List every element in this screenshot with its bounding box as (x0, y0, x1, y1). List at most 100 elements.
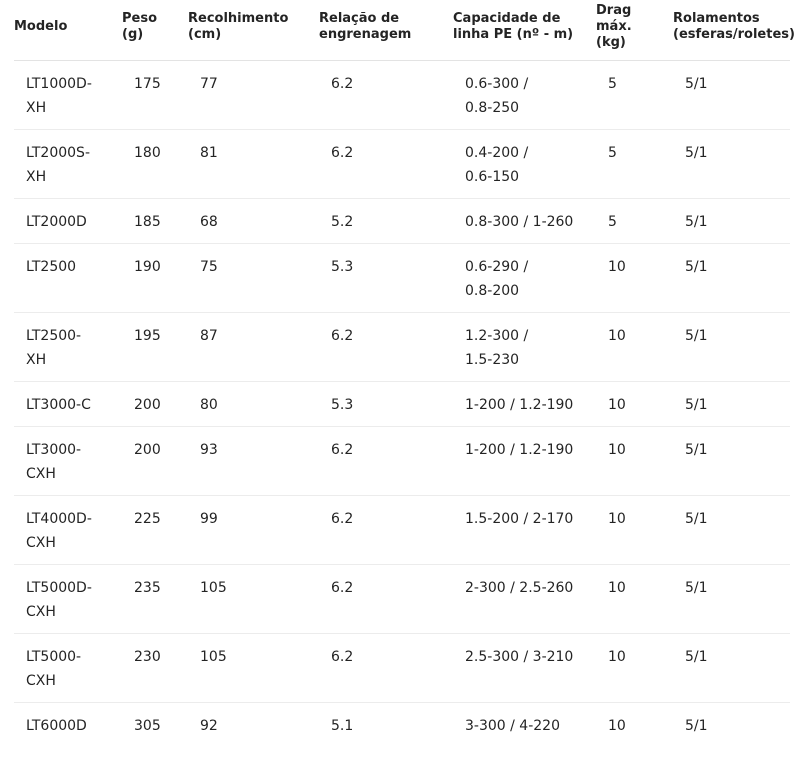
cell-line: 5/1 (685, 76, 708, 92)
cell-line: 230 (134, 649, 161, 665)
cell-line: 6.2 (331, 511, 354, 527)
cell-line: 190 (134, 259, 161, 275)
table-cell: 10 (596, 703, 673, 748)
cell-line: LT4000D- (26, 511, 92, 527)
cell-line: 5 (608, 76, 617, 92)
cell-line: CXH (26, 535, 56, 551)
table-cell: LT5000D- CXH (14, 564, 122, 634)
table-cell: 10 (596, 633, 673, 703)
table-row: LT5000- CXH 230 105 6.2 2.5-300 / 3-210 10 5/1 (14, 633, 790, 703)
table-cell: 6.2 (319, 495, 453, 565)
cell-line: (cm) (188, 27, 222, 42)
table-cell: 1.2-300 / 1.5-230 (453, 312, 596, 382)
table-cell: 5/1 (673, 312, 790, 382)
cell-line: LT2000D (26, 214, 87, 230)
cell-line: linha PE (nº - m) (453, 27, 574, 42)
header-cell: Rolamentos (esferas/roletes) (673, 0, 795, 61)
header-cell: Modelo (14, 0, 122, 61)
cell-line: 0.6-290 / (465, 259, 529, 275)
table-cell: 185 (122, 198, 188, 244)
cell-line: 93 (200, 442, 218, 458)
table-cell: 6.2 (319, 312, 453, 382)
cell-line: CXH (26, 466, 56, 482)
table-cell: 6.2 (319, 129, 453, 199)
table-row: LT5000D- CXH 235 105 6.2 2-300 / 2.5-260 10 5/1 (14, 564, 790, 634)
table-cell: 225 (122, 495, 188, 565)
cell-line: LT5000- (26, 649, 82, 665)
table-cell: 5/1 (673, 243, 790, 313)
cell-line: 185 (134, 214, 161, 230)
cell-line: 5/1 (685, 214, 708, 230)
cell-line: 81 (200, 145, 218, 161)
cell-line: 235 (134, 580, 161, 596)
cell-line: 80 (200, 397, 218, 413)
cell-line: 5 (608, 214, 617, 230)
table-cell: 5 (596, 129, 673, 199)
cell-line: CXH (26, 673, 56, 689)
table-cell: 99 (188, 495, 319, 565)
table-cell: 5/1 (673, 633, 790, 703)
table-cell: 5/1 (673, 564, 790, 634)
cell-line: XH (26, 352, 47, 368)
cell-line: 2.5-300 / 3-210 (465, 649, 574, 665)
table-cell: 81 (188, 129, 319, 199)
table-cell: LT4000D- CXH (14, 495, 122, 565)
table-cell: 92 (188, 703, 319, 748)
table-cell: 5.3 (319, 243, 453, 313)
cell-line: XH (26, 100, 47, 116)
table-cell: 10 (596, 564, 673, 634)
cell-line: 5.3 (331, 259, 354, 275)
table-body: LT1000D- XH 175 77 6.2 0.6-300 /0.8-250 5 5/1 LT… (14, 60, 790, 748)
cell-line: 175 (134, 76, 161, 92)
cell-line: 1-200 / 1.2-190 (465, 442, 574, 458)
cell-line: 305 (134, 718, 161, 734)
cell-line: 75 (200, 259, 218, 275)
cell-line: 5/1 (685, 511, 708, 527)
cell-line: Recolhimento (188, 11, 289, 26)
cell-line: 77 (200, 76, 218, 92)
cell-line: LT2500- (26, 328, 82, 344)
header-cell: Capacidade de linha PE (nº - m) (453, 0, 596, 61)
specs-table: Modelo Peso (g) Recolhimento (cm) Relação de e… (14, 0, 795, 748)
cell-line: 180 (134, 145, 161, 161)
table-cell: 105 (188, 564, 319, 634)
table-cell: 230 (122, 633, 188, 703)
cell-line: LT3000- (26, 442, 82, 458)
table-cell: 87 (188, 312, 319, 382)
cell-line: (g) (122, 27, 144, 42)
table-cell: 10 (596, 426, 673, 496)
table-cell: LT1000D- XH (14, 60, 122, 130)
table-cell: 235 (122, 564, 188, 634)
cell-line: LT2500 (26, 259, 77, 275)
cell-line: Capacidade de (453, 11, 561, 26)
cell-line: 6.2 (331, 145, 354, 161)
cell-line: 1.5-200 / 2-170 (465, 511, 574, 527)
cell-line: 200 (134, 442, 161, 458)
cell-line: 87 (200, 328, 218, 344)
cell-line: 5/1 (685, 442, 708, 458)
cell-line: 6.2 (331, 442, 354, 458)
table-cell: 5/1 (673, 495, 790, 565)
cell-line: 5/1 (685, 649, 708, 665)
cell-line: engrenagem (319, 27, 412, 42)
cell-line: (kg) (596, 35, 626, 50)
table-cell: 2-300 / 2.5-260 (453, 564, 596, 634)
cell-line: LT5000D- (26, 580, 92, 596)
table-cell: 10 (596, 381, 673, 427)
table-cell: LT5000- CXH (14, 633, 122, 703)
header-cell: Relação de engrenagem (319, 0, 453, 61)
table-cell: 0.6-290 / 0.8-200 (453, 243, 596, 313)
header-cell: Peso (g) (122, 0, 188, 61)
table-row: LT2000D 185 68 5.2 0.8-300 / 1-260 5 5/1 (14, 198, 790, 244)
cell-line: 10 (608, 649, 626, 665)
cell-line: 5/1 (685, 328, 708, 344)
cell-line: (esferas/roletes) (673, 27, 795, 42)
table-cell: 68 (188, 198, 319, 244)
cell-line: 1.2-300 / (465, 328, 529, 344)
cell-line: LT1000D- (26, 76, 92, 92)
table-cell: 0.8-300 / 1-260 (453, 198, 596, 244)
cell-line: Drag (596, 3, 632, 18)
cell-line: 5/1 (685, 580, 708, 596)
table-cell: 195 (122, 312, 188, 382)
